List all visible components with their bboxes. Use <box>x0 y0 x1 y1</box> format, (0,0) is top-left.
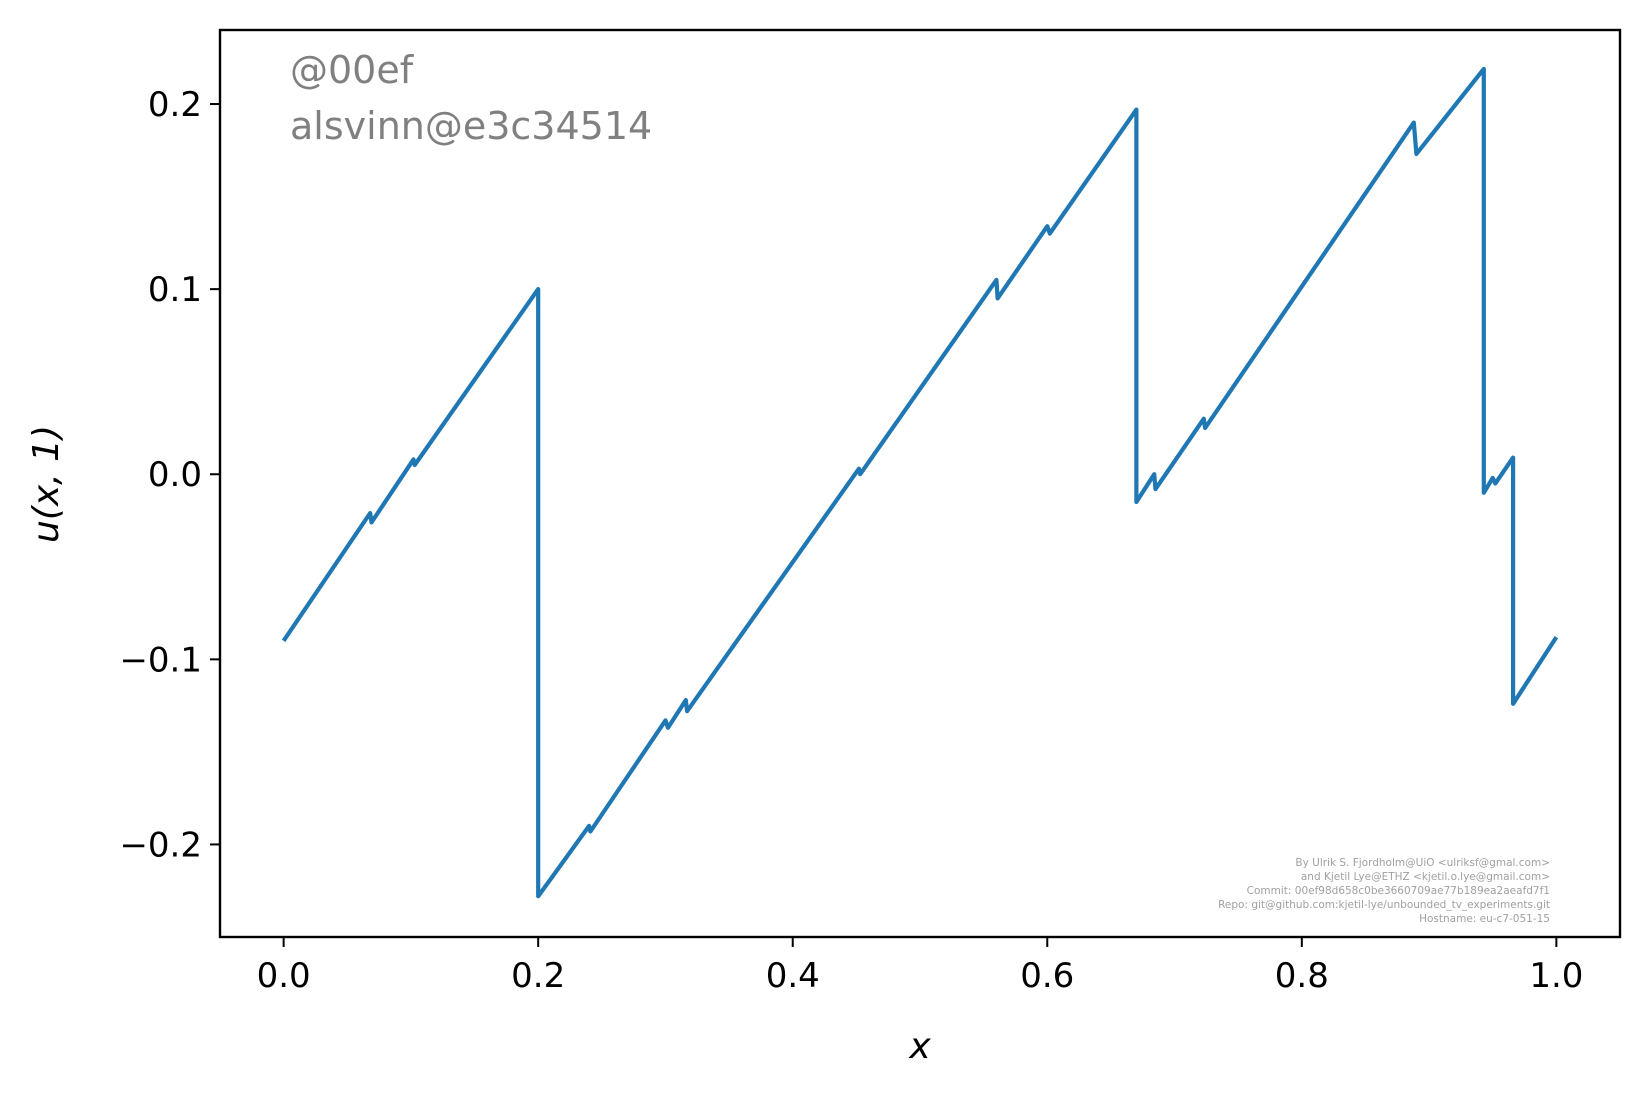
x-tick-label: 0.0 <box>257 956 311 996</box>
y-tick-label: 0.2 <box>148 85 202 125</box>
y-tick-label: 0.1 <box>148 270 202 310</box>
x-tick-label: 0.2 <box>511 956 565 996</box>
x-tick-label: 0.4 <box>766 956 820 996</box>
x-tick-label: 0.6 <box>1020 956 1074 996</box>
series-line <box>281 66 1559 899</box>
credit-line: Repo: git@github.com:kjetil-lye/unbounde… <box>1218 899 1550 911</box>
x-tick-label: 1.0 <box>1529 956 1583 996</box>
credit-line: and Kjetil Lye@ETHZ <kjetil.o.lye@gmail.… <box>1301 871 1550 883</box>
y-tick-label: 0.0 <box>148 455 202 495</box>
ticks-layer: 0.0 0.2 0.4 0.6 0.8 1.0 −0.2 −0.1 0.0 0.1 0.2 <box>119 85 1583 996</box>
credit-line: Hostname: eu-c7-051-15 <box>1419 913 1550 925</box>
credit-line: Commit: 00ef98d658c0be3660709ae77b189ea2… <box>1247 885 1550 897</box>
credits-block: By Ulrik S. Fjordholm@UiO <ulriksf@gmal.… <box>1218 857 1550 925</box>
y-tick-label: −0.1 <box>119 640 202 680</box>
x-axis-label: x <box>908 1026 931 1067</box>
watermark-line-2: alsvinn@e3c34514 <box>290 104 652 148</box>
y-axis-label: u(x, 1) <box>26 425 67 543</box>
series-layer <box>281 66 1559 899</box>
credit-line: By Ulrik S. Fjordholm@UiO <ulriksf@gmal.… <box>1295 857 1550 869</box>
plot-frame <box>218 28 1622 939</box>
watermark-line-1: @00ef <box>290 48 415 92</box>
y-tick-label: −0.2 <box>119 825 202 865</box>
x-tick-label: 0.8 <box>1275 956 1329 996</box>
